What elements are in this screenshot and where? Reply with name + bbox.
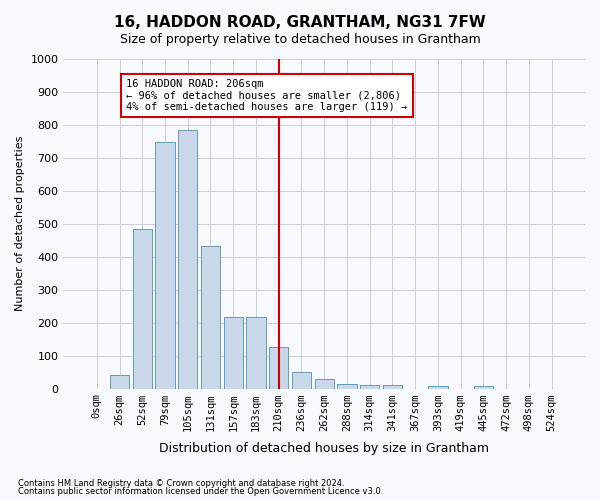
Bar — [178, 130, 197, 388]
Text: Size of property relative to detached houses in Grantham: Size of property relative to detached ho… — [119, 32, 481, 46]
Bar — [269, 348, 289, 389]
Text: 16, HADDON ROAD, GRANTHAM, NG31 7FW: 16, HADDON ROAD, GRANTHAM, NG31 7FW — [114, 15, 486, 30]
Bar — [428, 386, 448, 388]
Bar — [337, 384, 356, 388]
Bar — [247, 316, 266, 388]
Y-axis label: Number of detached properties: Number of detached properties — [15, 136, 25, 312]
Bar — [110, 376, 129, 388]
Bar — [201, 246, 220, 388]
X-axis label: Distribution of detached houses by size in Grantham: Distribution of detached houses by size … — [159, 442, 489, 455]
Bar — [474, 386, 493, 388]
Bar — [292, 372, 311, 388]
Text: Contains public sector information licensed under the Open Government Licence v3: Contains public sector information licen… — [18, 487, 383, 496]
Bar — [155, 142, 175, 388]
Bar — [360, 385, 379, 388]
Text: 16 HADDON ROAD: 206sqm
← 96% of detached houses are smaller (2,806)
4% of semi-d: 16 HADDON ROAD: 206sqm ← 96% of detached… — [127, 79, 407, 112]
Bar — [133, 228, 152, 388]
Bar — [383, 385, 402, 388]
Text: Contains HM Land Registry data © Crown copyright and database right 2024.: Contains HM Land Registry data © Crown c… — [18, 478, 344, 488]
Bar — [314, 380, 334, 388]
Bar — [224, 316, 243, 388]
